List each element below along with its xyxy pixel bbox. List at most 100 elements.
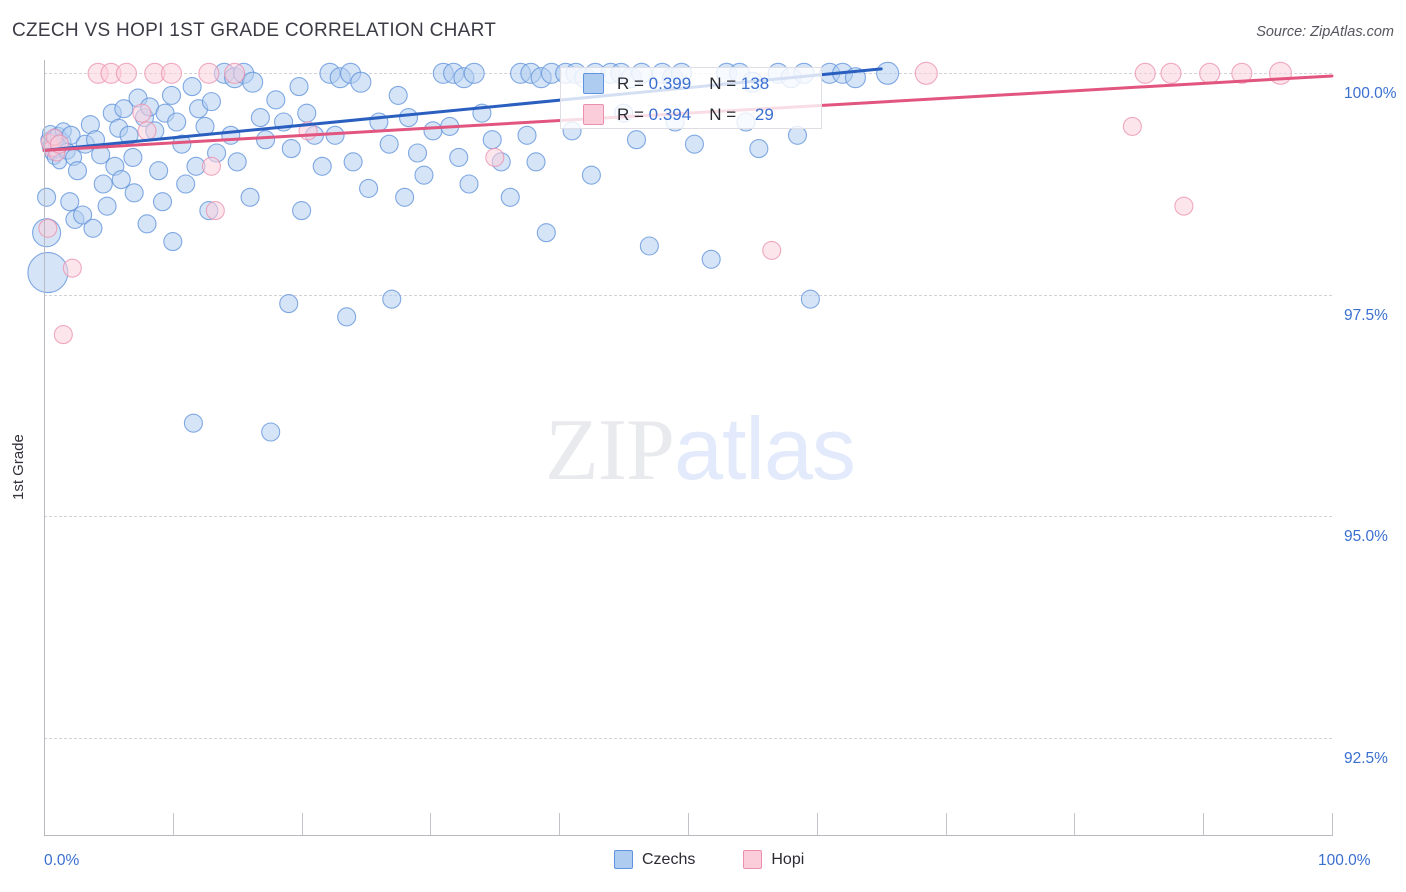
- data-point: [38, 218, 58, 238]
- data-point: [97, 196, 117, 216]
- legend-swatch-hopi: [743, 850, 763, 869]
- data-point: [536, 223, 556, 243]
- data-point: [449, 147, 469, 167]
- data-point: [526, 152, 546, 172]
- data-point: [1122, 116, 1142, 136]
- data-point: [1231, 62, 1253, 84]
- x-tick: [172, 813, 174, 835]
- data-point: [152, 192, 173, 212]
- x-axis-line: [44, 835, 1333, 836]
- data-point: [67, 161, 88, 181]
- x-tick: [559, 813, 561, 835]
- stats-row-hopi: R = 0.394 N = 29: [561, 99, 821, 130]
- data-point: [337, 307, 357, 327]
- data-point: [382, 289, 402, 309]
- stats-swatch-czechs: [583, 73, 604, 94]
- data-point: [93, 174, 113, 194]
- data-point: [414, 165, 434, 185]
- data-point: [639, 236, 659, 256]
- legend-label-czechs: Czechs: [642, 850, 696, 868]
- x-tick: [301, 813, 303, 835]
- data-point: [111, 170, 131, 190]
- stats-n-czechs: N = 138: [709, 73, 770, 93]
- x-tick: [1074, 813, 1076, 835]
- data-point: [167, 112, 187, 132]
- data-point: [343, 152, 363, 172]
- data-point: [123, 147, 143, 167]
- data-point: [762, 240, 782, 260]
- x-tick: [1203, 813, 1205, 835]
- data-point: [201, 92, 221, 112]
- x-tick: [688, 813, 689, 835]
- data-point: [182, 77, 202, 97]
- series-hopi: [38, 61, 1293, 345]
- data-point: [463, 62, 485, 84]
- data-point: [350, 71, 372, 93]
- page-title: CZECH VS HOPI 1ST GRADE CORRELATION CHAR…: [12, 20, 497, 41]
- data-point: [1134, 62, 1156, 84]
- data-point: [198, 62, 220, 84]
- y-axis-line: [44, 60, 45, 835]
- data-point: [261, 422, 281, 442]
- stats-n-hopi: N = 29: [709, 104, 774, 124]
- data-point: [312, 156, 332, 176]
- data-point: [749, 139, 769, 159]
- gridline: [44, 294, 1332, 296]
- data-point: [292, 201, 312, 221]
- source-attribution: Source: ZipAtlas.com: [1256, 24, 1394, 40]
- data-point: [914, 61, 938, 85]
- data-point: [62, 258, 82, 278]
- chart-legend: Czechs Hopi: [614, 850, 804, 869]
- data-point: [160, 62, 183, 84]
- data-point: [517, 125, 537, 145]
- data-point: [289, 77, 309, 97]
- data-point: [240, 187, 260, 207]
- data-point: [115, 62, 137, 84]
- data-point: [1160, 62, 1182, 84]
- data-point: [1174, 196, 1194, 216]
- data-point: [379, 134, 399, 154]
- data-point: [132, 103, 152, 123]
- correlation-stats-box: R = 0.399 N = 138 R = 0.394 N = 29: [560, 67, 822, 129]
- x-tick: [816, 813, 818, 835]
- legend-item-czechs[interactable]: Czechs: [614, 850, 695, 869]
- data-point: [255, 130, 276, 150]
- data-point: [800, 289, 820, 309]
- data-point: [163, 232, 183, 252]
- data-point: [60, 192, 80, 212]
- data-point: [395, 187, 415, 207]
- y-tick-label: 92.5%: [1344, 749, 1388, 767]
- legend-label-hopi: Hopi: [771, 850, 805, 868]
- data-point: [485, 147, 505, 167]
- y-axis-label: 1st Grade: [10, 434, 27, 500]
- stats-r-hopi: R = 0.394: [617, 104, 692, 124]
- data-point: [73, 205, 93, 225]
- data-point: [626, 130, 647, 150]
- data-point: [227, 152, 247, 172]
- y-tick-label: 97.5%: [1344, 306, 1388, 324]
- x-tick: [945, 813, 947, 835]
- data-point: [37, 187, 57, 207]
- x-tick-label-min: 0.0%: [44, 852, 80, 869]
- data-point: [183, 413, 203, 433]
- data-point: [407, 143, 428, 163]
- data-point: [149, 161, 169, 181]
- x-tick-label-max: 100.0%: [1318, 852, 1371, 869]
- data-point: [176, 174, 196, 194]
- legend-item-hopi[interactable]: Hopi: [743, 850, 804, 869]
- x-tick: [430, 813, 432, 835]
- y-tick-label: 95.0%: [1344, 528, 1388, 546]
- data-point: [266, 90, 286, 110]
- data-point: [161, 85, 182, 105]
- data-point: [137, 214, 157, 234]
- data-point: [279, 294, 299, 314]
- gridline: [44, 737, 1332, 739]
- stats-swatch-hopi: [583, 104, 604, 125]
- data-point: [224, 62, 246, 84]
- data-point: [684, 134, 704, 154]
- data-point: [581, 165, 601, 185]
- stats-r-czechs: R = 0.399: [617, 73, 692, 93]
- data-point: [359, 178, 379, 198]
- data-point: [242, 71, 264, 93]
